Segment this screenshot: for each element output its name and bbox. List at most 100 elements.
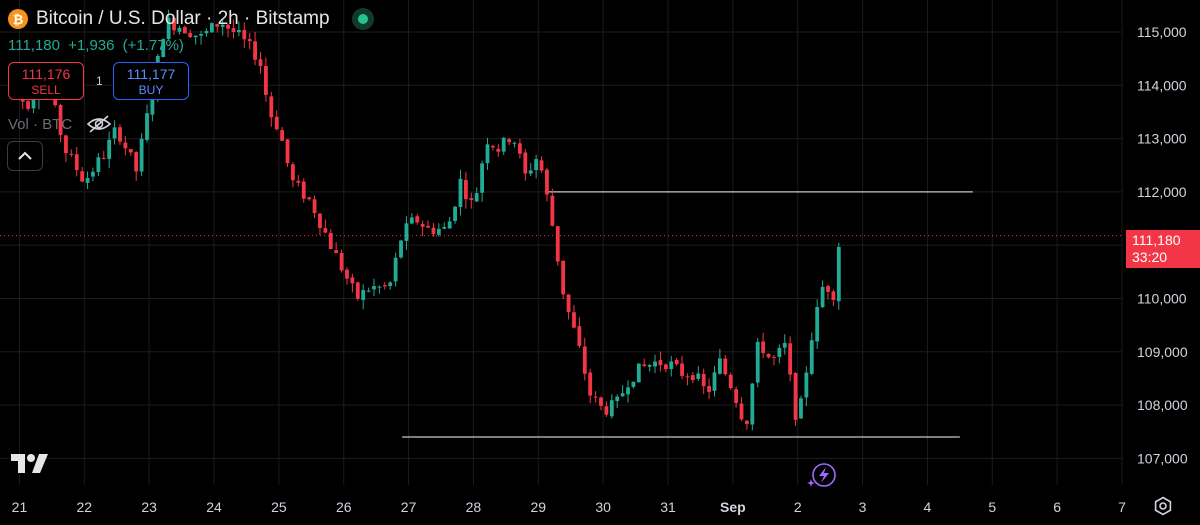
candle-body xyxy=(377,286,382,288)
candle-body xyxy=(199,33,203,36)
candle-body xyxy=(777,347,782,357)
candle-body xyxy=(604,406,609,415)
x-tick-label: 26 xyxy=(336,499,352,515)
candle-body xyxy=(101,158,106,160)
candle-body xyxy=(274,116,279,130)
candle-body xyxy=(301,181,306,199)
candle-body xyxy=(172,17,176,31)
candle-body xyxy=(399,240,403,258)
sell-button[interactable]: 111,176 SELL xyxy=(8,62,84,100)
candle-body xyxy=(620,393,625,397)
x-tick-label: 2 xyxy=(794,499,802,515)
candle-body xyxy=(636,363,641,383)
candle-body xyxy=(112,127,117,139)
candle-body xyxy=(372,286,376,290)
bar-countdown: 33:20 xyxy=(1132,249,1168,265)
last-price: 111,180 xyxy=(8,37,60,54)
candle-body xyxy=(328,232,333,250)
x-tick-label: 24 xyxy=(206,499,222,515)
candle-body xyxy=(653,361,657,367)
candle-body xyxy=(334,250,339,254)
buy-price: 111,177 xyxy=(126,66,176,82)
candle-body xyxy=(96,157,101,172)
candle-body xyxy=(345,269,349,279)
candle-body xyxy=(572,312,576,328)
candle-body xyxy=(626,387,630,395)
candle-body xyxy=(355,282,360,299)
x-tick-label: 21 xyxy=(12,499,28,515)
candle-body xyxy=(366,290,371,292)
volume-indicator[interactable]: Vol · BTC xyxy=(8,114,112,134)
candle-body xyxy=(166,17,171,39)
candle-body xyxy=(447,221,452,229)
candle-body xyxy=(772,356,776,358)
x-tick-label: 31 xyxy=(660,499,676,515)
candle-body xyxy=(323,228,328,233)
candle-body xyxy=(264,66,268,95)
candle-body xyxy=(550,195,555,226)
candle-body xyxy=(247,39,252,42)
symbol-title[interactable]: Bitcoin / U.S. Dollar · 2h · Bitstamp xyxy=(36,8,330,29)
x-tick-label: 7 xyxy=(1118,499,1126,515)
candle-body xyxy=(204,30,209,34)
candle-body xyxy=(588,372,593,396)
candle-body xyxy=(242,29,247,40)
candle-body xyxy=(128,149,133,153)
sell-label: SELL xyxy=(31,83,61,97)
candle-body xyxy=(485,144,490,164)
candle-body xyxy=(734,389,739,404)
candle-body xyxy=(382,285,387,287)
current-price-tag: 111,180 33:20 xyxy=(1126,230,1200,268)
candle-body xyxy=(745,420,749,424)
candle-body xyxy=(496,148,501,152)
candle-body xyxy=(739,403,744,420)
eye-hidden-icon[interactable] xyxy=(86,114,112,134)
settings-icon[interactable] xyxy=(1153,496,1173,516)
candle-body xyxy=(134,152,139,172)
candle-body xyxy=(463,179,468,200)
lightning-icon[interactable] xyxy=(806,462,838,490)
candle-body xyxy=(631,381,636,387)
candle-body xyxy=(85,177,90,183)
collapse-button[interactable] xyxy=(7,141,43,171)
candle-body xyxy=(831,291,836,301)
candle-body xyxy=(339,252,344,271)
candle-body xyxy=(680,363,684,376)
candle-body xyxy=(318,213,322,229)
price-change: +1,936 xyxy=(68,37,115,54)
candle-body xyxy=(593,396,598,398)
tradingview-logo-icon[interactable] xyxy=(10,452,50,476)
candle-body xyxy=(642,364,647,366)
y-tick-label: 107,000 xyxy=(1137,450,1188,466)
candle-body xyxy=(728,374,733,389)
candle-body xyxy=(799,398,803,419)
x-tick-label: 6 xyxy=(1053,499,1061,515)
candle-body xyxy=(215,24,220,27)
candle-body xyxy=(512,142,517,144)
candle-body xyxy=(647,364,652,367)
candle-body xyxy=(615,396,620,402)
chevron-up-icon xyxy=(18,151,32,160)
candle-body xyxy=(490,145,495,148)
candle-body xyxy=(712,372,717,391)
buy-button[interactable]: 111,177 BUY xyxy=(113,62,189,100)
candle-body xyxy=(788,343,793,375)
candle-body xyxy=(836,246,841,302)
x-tick-label: 27 xyxy=(401,499,417,515)
y-tick-label: 110,000 xyxy=(1137,290,1187,306)
candle-body xyxy=(150,94,155,115)
chart-header: ₿ Bitcoin / U.S. Dollar · 2h · Bitstamp xyxy=(8,8,374,30)
market-open-icon[interactable] xyxy=(351,8,374,30)
candle-body xyxy=(58,105,63,135)
candle-body xyxy=(285,139,290,164)
candle-body xyxy=(431,227,436,234)
y-tick-label: 109,000 xyxy=(1137,344,1188,360)
candle-body xyxy=(91,171,95,177)
x-tick-label: 22 xyxy=(77,499,93,515)
candle-body xyxy=(523,152,528,174)
candle-body xyxy=(826,286,830,292)
candle-body xyxy=(350,277,355,284)
candle-body xyxy=(188,33,193,38)
candle-body xyxy=(804,372,809,398)
x-tick-label: 3 xyxy=(859,499,867,515)
